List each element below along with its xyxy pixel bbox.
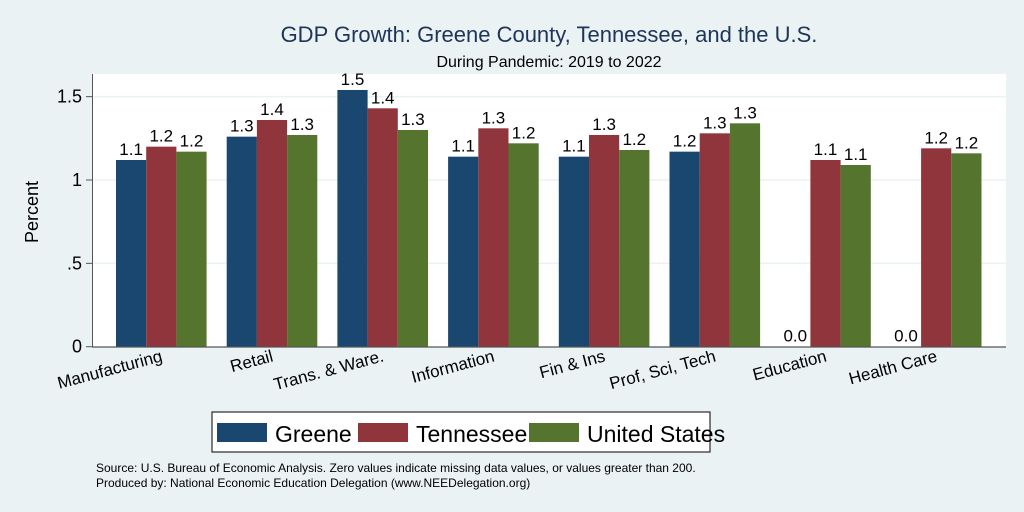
y-ticks: 0 .5 1 1.5 bbox=[57, 87, 92, 357]
bar-labels: 1.1 1.2 1.2 1.3 1.4 1.3 1.5 1.4 1.3 1.1 1.3 1.2 1.1 1… bbox=[119, 70, 978, 346]
bar-value-label: 1.5 bbox=[341, 70, 365, 89]
bar-greene bbox=[448, 156, 479, 347]
bar-value-label: 1.2 bbox=[149, 127, 173, 146]
legend-label: Tennessee bbox=[416, 421, 527, 447]
bar-tennessee bbox=[921, 148, 952, 347]
bar-value-label: 1.2 bbox=[673, 132, 697, 151]
bar-value-label: 1.2 bbox=[512, 123, 536, 142]
bar-value-label: 0.0 bbox=[894, 327, 918, 346]
legend-swatch-united-states bbox=[529, 423, 579, 442]
legend: Greene Tennessee United States bbox=[211, 411, 725, 453]
bar-united-states bbox=[619, 149, 650, 347]
source-note: Source: U.S. Bureau of Economic Analysis… bbox=[96, 461, 696, 475]
bar-tennessee bbox=[478, 128, 509, 347]
bar-value-label: 1.1 bbox=[844, 145, 868, 164]
y-tick-label: .5 bbox=[67, 253, 82, 273]
x-category-label: Education bbox=[751, 347, 829, 385]
x-category-label: Fin & Ins bbox=[537, 347, 607, 383]
bar-tennessee bbox=[589, 134, 620, 347]
bar-tennessee bbox=[699, 133, 730, 347]
bar-value-label: 1.3 bbox=[703, 113, 727, 132]
bar-value-label: 1.4 bbox=[260, 100, 284, 119]
x-category-label: Retail bbox=[228, 347, 275, 377]
legend-label: Greene bbox=[275, 421, 352, 447]
y-tick-label: 1 bbox=[72, 170, 82, 190]
bar-value-label: 1.1 bbox=[814, 140, 838, 159]
bar-value-label: 1.3 bbox=[592, 115, 616, 134]
bar-value-label: 1.3 bbox=[482, 108, 506, 127]
y-tick-label: 1.5 bbox=[57, 87, 82, 107]
bars bbox=[116, 89, 982, 347]
x-category-label: Health Care bbox=[847, 347, 940, 389]
bar-united-states bbox=[729, 123, 761, 347]
bar-tennessee bbox=[810, 159, 841, 347]
bar-value-label: 1.3 bbox=[230, 117, 254, 136]
y-axis-title: Percent bbox=[22, 181, 42, 243]
bar-value-label: 1.2 bbox=[180, 132, 204, 151]
bar-value-label: 1.2 bbox=[924, 128, 948, 147]
x-category-label: Trans. & Ware. bbox=[272, 347, 386, 395]
x-category-label: Prof, Sci, Tech bbox=[607, 347, 717, 394]
bar-value-label: 1.1 bbox=[562, 137, 586, 156]
legend-swatch-tennessee bbox=[358, 423, 408, 442]
x-category-label: Information bbox=[409, 347, 496, 387]
legend-label: United States bbox=[587, 421, 725, 447]
bar-united-states bbox=[508, 143, 539, 347]
bar-greene bbox=[669, 151, 700, 347]
bar-united-states bbox=[840, 164, 871, 347]
bar-value-label: 1.2 bbox=[622, 130, 646, 149]
bar-greene bbox=[558, 156, 589, 347]
bar-united-states bbox=[176, 151, 207, 347]
bar-greene bbox=[226, 136, 257, 347]
bar-value-label: 1.3 bbox=[401, 110, 425, 129]
bar-value-label: 1.3 bbox=[290, 115, 314, 134]
chart-title: GDP Growth: Greene County, Tennessee, an… bbox=[281, 22, 818, 47]
bar-value-label: 1.4 bbox=[371, 88, 395, 107]
legend-box bbox=[211, 411, 711, 453]
bar-greene bbox=[337, 89, 368, 347]
y-tick-label: 0 bbox=[72, 337, 82, 357]
chart-subtitle: During Pandemic: 2019 to 2022 bbox=[436, 54, 661, 71]
bar-value-label: 1.3 bbox=[733, 103, 757, 122]
bar-tennessee bbox=[256, 119, 288, 347]
bar-united-states bbox=[951, 153, 982, 347]
bar-united-states bbox=[397, 129, 428, 347]
produced-by-note: Produced by: National Economic Education… bbox=[96, 476, 530, 490]
bar-tennessee bbox=[367, 108, 398, 347]
bar-value-label: 1.1 bbox=[451, 137, 475, 156]
bar-tennessee bbox=[146, 146, 177, 347]
bar-value-label: 1.1 bbox=[119, 140, 143, 159]
bar-united-states bbox=[287, 134, 318, 347]
bar-value-label: 0.0 bbox=[783, 327, 807, 346]
legend-swatch-greene bbox=[217, 423, 267, 442]
bar-value-label: 1.2 bbox=[955, 133, 979, 152]
bar-greene bbox=[116, 159, 147, 347]
